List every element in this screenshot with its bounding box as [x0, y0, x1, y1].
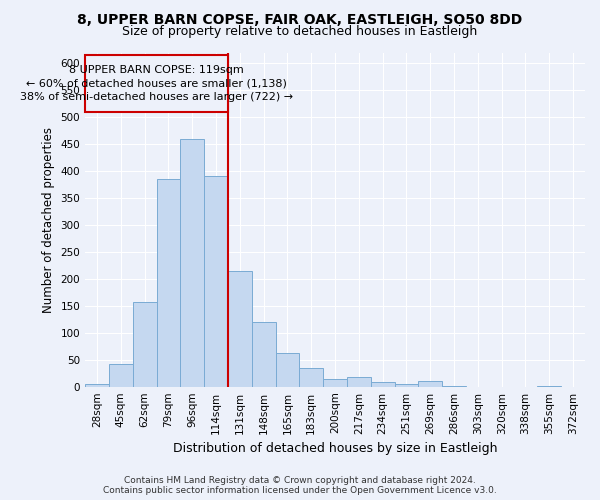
X-axis label: Distribution of detached houses by size in Eastleigh: Distribution of detached houses by size … [173, 442, 497, 455]
Bar [299, 368, 323, 386]
Bar [323, 378, 347, 386]
Bar [418, 382, 442, 386]
Bar [228, 271, 252, 386]
Bar [181, 138, 204, 386]
Text: 8, UPPER BARN COPSE, FAIR OAK, EASTLEIGH, SO50 8DD: 8, UPPER BARN COPSE, FAIR OAK, EASTLEIGH… [77, 12, 523, 26]
Bar [157, 179, 181, 386]
Bar [252, 322, 275, 386]
FancyBboxPatch shape [85, 55, 228, 112]
Y-axis label: Number of detached properties: Number of detached properties [42, 126, 55, 312]
Bar [109, 364, 133, 386]
Bar [395, 384, 418, 386]
Bar [275, 352, 299, 386]
Text: Size of property relative to detached houses in Eastleigh: Size of property relative to detached ho… [122, 25, 478, 38]
Text: Contains HM Land Registry data © Crown copyright and database right 2024.
Contai: Contains HM Land Registry data © Crown c… [103, 476, 497, 495]
Bar [347, 377, 371, 386]
Bar [371, 382, 395, 386]
Bar [133, 302, 157, 386]
Bar [204, 176, 228, 386]
Bar [85, 384, 109, 386]
Text: 8 UPPER BARN COPSE: 119sqm
← 60% of detached houses are smaller (1,138)
38% of s: 8 UPPER BARN COPSE: 119sqm ← 60% of deta… [20, 66, 293, 102]
